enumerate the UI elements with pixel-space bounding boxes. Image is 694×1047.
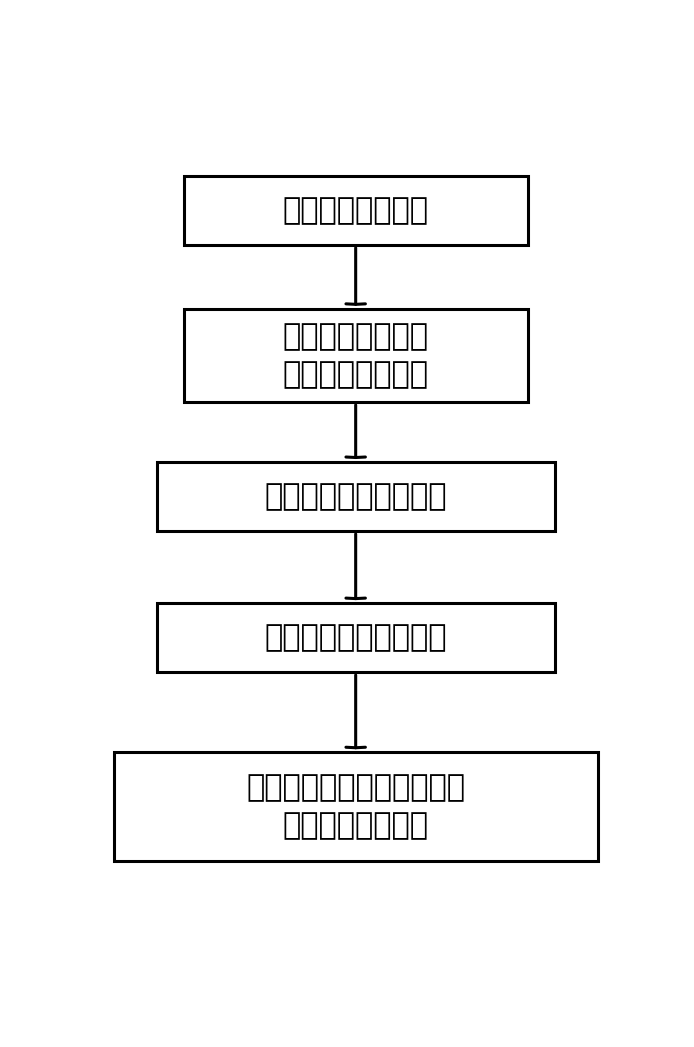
Bar	[183, 309, 527, 402]
Text: 建立信息码片与信
号相位的映射关系: 建立信息码片与信 号相位的映射关系	[282, 321, 429, 389]
Text: 获得相位编码脉冲信号: 获得相位编码脉冲信号	[264, 482, 447, 511]
Bar	[157, 462, 555, 531]
Text: 获得线性调频基带信号: 获得线性调频基带信号	[264, 623, 447, 652]
Bar	[183, 176, 527, 245]
Bar	[114, 753, 598, 862]
Bar	[157, 603, 555, 672]
Text: 获得低截获的雷达通信一体
化系统的发射信号: 获得低截获的雷达通信一体 化系统的发射信号	[246, 774, 465, 841]
Text: 获取信息码片序列: 获取信息码片序列	[282, 196, 429, 225]
